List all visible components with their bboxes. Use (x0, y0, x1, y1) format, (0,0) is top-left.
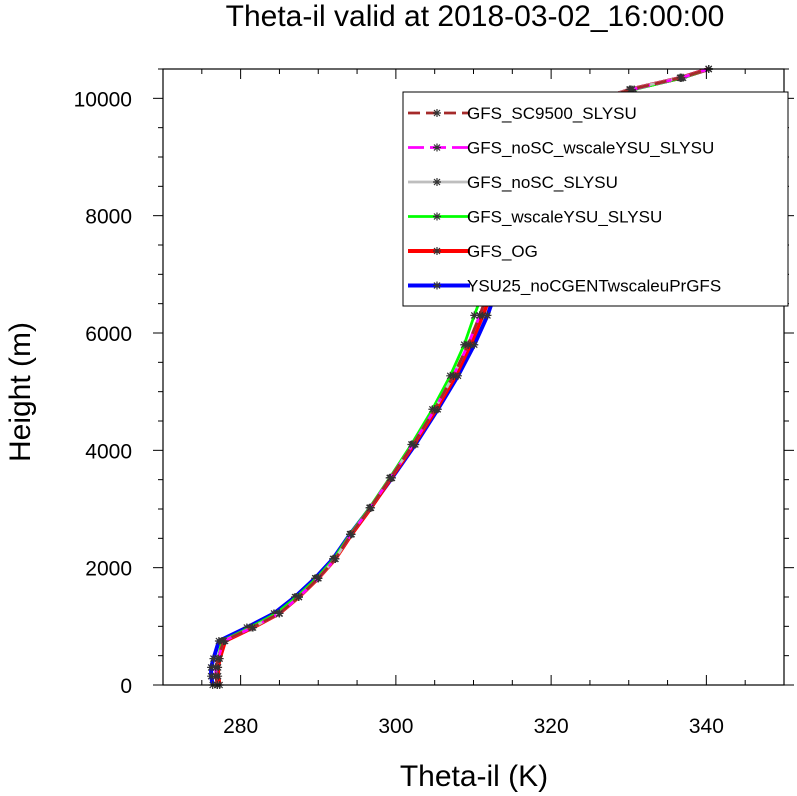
legend-entry-6: YSU25_noCGENTwscaleuPrGFS (408, 277, 721, 296)
series-1-point (294, 593, 303, 601)
legend-entry-3: GFS_noSC_SLYSU (408, 173, 618, 192)
series-1-point (386, 473, 395, 482)
x-tick-label: 340 (689, 715, 724, 738)
legend-label: GFS_noSC_SLYSU (467, 173, 618, 192)
series-1-point (331, 554, 340, 563)
series-6-point (207, 663, 216, 672)
y-tick-label: 8000 (85, 206, 132, 229)
y-tick-label: 4000 (85, 440, 132, 463)
y-axis-label: Height (m) (4, 322, 37, 462)
ticks-layer: 280 300 320 340 0 2000 4000 6000 8000 10000 (74, 68, 794, 738)
legend-label: GFS_noSC_wscaleYSU_SLYSU (467, 139, 714, 158)
legend: GFS_SC9500_SLYSU GFS_noSC_wscaleYSU_SLYSU… (402, 91, 789, 307)
legend-marker (433, 143, 441, 152)
legend-label: GFS_OG (467, 242, 538, 261)
series-1-point (676, 73, 685, 82)
legend-label: YSU25_noCGENTwscaleuPrGFS (467, 277, 721, 296)
series-6-point (207, 672, 216, 681)
series-1-point (346, 530, 355, 539)
legend-label: GFS_wscaleYSU_SLYSU (467, 208, 662, 227)
series-6-point (483, 311, 492, 320)
series-1-point (626, 85, 635, 94)
series-1-point (248, 623, 257, 632)
x-tick-label: 300 (378, 715, 413, 738)
series-1-point (314, 574, 323, 583)
series-1-point (430, 405, 439, 414)
legend-marker (433, 247, 441, 255)
series-1-point (219, 637, 228, 645)
legend-entry-2: GFS_noSC_wscaleYSU_SLYSU (408, 139, 714, 158)
series-1-point (449, 371, 458, 380)
x-axis-label: Theta-il (K) (400, 760, 548, 793)
legend-marker (433, 281, 441, 290)
x-tick-label: 280 (223, 715, 258, 738)
series-1-point (275, 609, 284, 618)
legend-marker (433, 178, 441, 186)
legend-entry-5: GFS_OG (408, 242, 538, 261)
legend-label: GFS_SC9500_SLYSU (467, 104, 637, 123)
series-1-point (211, 672, 220, 681)
y-tick-label: 10000 (74, 88, 132, 111)
legend-entry-1: GFS_SC9500_SLYSU (408, 104, 637, 123)
series-4-point (470, 311, 479, 320)
legend-entry-4: GFS_wscaleYSU_SLYSU (408, 208, 662, 227)
series-1-point (464, 340, 473, 349)
chart-title: Theta-il valid at 2018-03-02_16:00:00 (226, 0, 725, 33)
legend-marker (433, 109, 441, 117)
series-1-point (366, 503, 375, 512)
series-1-point (475, 311, 484, 320)
y-tick-label: 0 (120, 675, 132, 698)
series-1-point (211, 663, 220, 672)
y-tick-label: 2000 (85, 558, 132, 581)
legend-box (402, 91, 789, 307)
series-1-point (214, 654, 223, 663)
y-tick-label: 6000 (85, 323, 132, 346)
series-6-point (209, 654, 218, 663)
series-1-point (408, 440, 417, 449)
x-tick-label: 320 (534, 715, 569, 738)
legend-marker (433, 212, 441, 221)
